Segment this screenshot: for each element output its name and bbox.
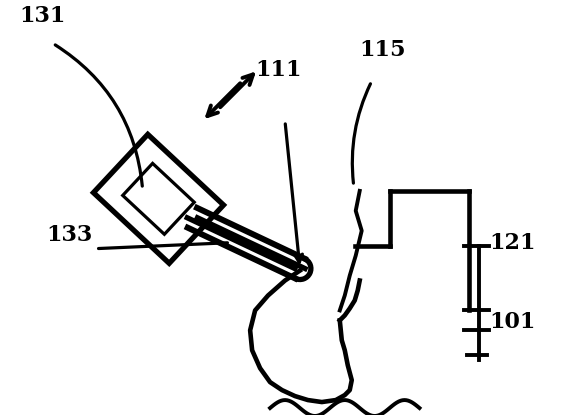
- FancyArrowPatch shape: [352, 84, 370, 183]
- Text: 111: 111: [255, 59, 302, 81]
- FancyArrowPatch shape: [55, 45, 142, 186]
- Text: 133: 133: [46, 224, 92, 246]
- Text: 115: 115: [360, 39, 406, 61]
- Text: 131: 131: [19, 5, 66, 27]
- Text: 101: 101: [489, 311, 536, 333]
- FancyArrowPatch shape: [99, 243, 227, 249]
- Text: 121: 121: [489, 232, 536, 254]
